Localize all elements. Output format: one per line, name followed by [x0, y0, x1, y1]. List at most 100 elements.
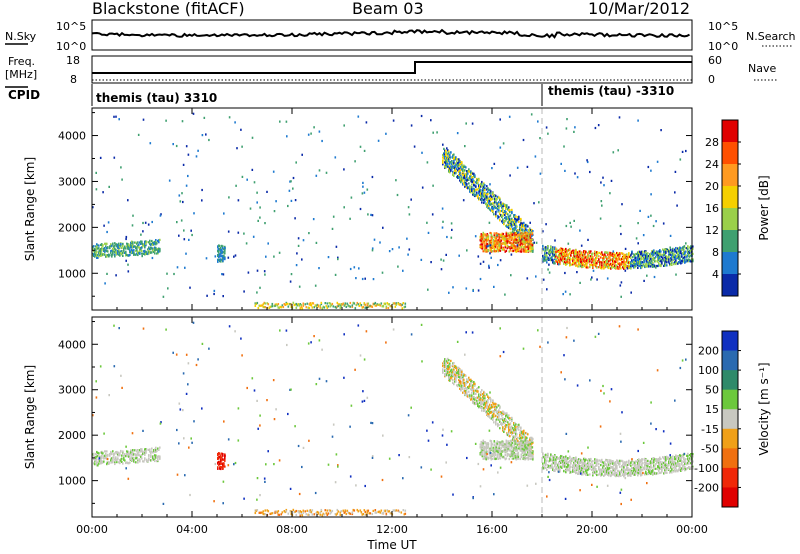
- power-echo: [558, 261, 560, 264]
- power-echo: [606, 263, 608, 266]
- power-echo-sparse: [181, 120, 184, 123]
- power-echo-sparse: [266, 190, 268, 193]
- power-echo-sparse: [315, 174, 318, 177]
- velocity-echo: [285, 510, 288, 513]
- power-echo: [477, 195, 479, 198]
- power-echo-sparse: [350, 196, 353, 199]
- power-echo: [606, 251, 608, 254]
- power-echo-sparse: [427, 231, 430, 234]
- velocity-echo: [487, 404, 489, 407]
- power-echo: [494, 237, 497, 240]
- velocity-echo: [490, 406, 492, 410]
- power-echo: [531, 244, 534, 247]
- power-echo: [502, 209, 504, 212]
- power-echo-sparse: [307, 133, 310, 136]
- power-echo: [589, 266, 591, 269]
- power-echo-sparse: [381, 271, 384, 274]
- power-echo: [96, 253, 98, 256]
- power-echo: [144, 240, 146, 243]
- velocity-echo: [378, 510, 381, 513]
- power-echo-sparse: [142, 221, 144, 225]
- noise-frame: [91, 19, 693, 51]
- power-echo: [674, 255, 676, 259]
- power-echo: [479, 185, 481, 189]
- velocity-echo: [134, 449, 136, 452]
- power-echo: [581, 257, 583, 260]
- power-echo: [224, 257, 226, 260]
- power-echo-sparse: [275, 200, 277, 203]
- power-echo-sparse: [240, 128, 242, 131]
- velocity-echo: [459, 371, 461, 374]
- power-echo-sparse: [407, 206, 410, 209]
- power-echo: [581, 265, 583, 268]
- power-echo: [469, 186, 471, 189]
- power-echo-sparse: [289, 180, 291, 183]
- velocity-echo: [478, 393, 480, 396]
- power-echo: [595, 258, 597, 261]
- power-echo: [505, 242, 508, 245]
- velocity-echo: [102, 460, 104, 464]
- power-echo: [488, 197, 490, 200]
- velocity-echo: [451, 376, 453, 379]
- power-echo: [293, 303, 296, 307]
- velocity-echo: [135, 453, 137, 456]
- power-echo: [482, 194, 484, 197]
- power-echo: [496, 246, 499, 249]
- power-echo-sparse: [397, 265, 399, 268]
- power-echo: [484, 200, 486, 204]
- velocity-echo: [443, 365, 445, 368]
- velocity-echo: [464, 383, 466, 386]
- power-echo-sparse: [371, 247, 374, 250]
- power-echo: [477, 178, 479, 181]
- velocity-echo: [345, 512, 348, 516]
- power-echo: [132, 251, 134, 254]
- velocity-echo: [150, 452, 152, 455]
- velocity-echo: [223, 458, 225, 461]
- power-echo: [501, 215, 503, 219]
- power-echo: [555, 247, 557, 250]
- power-echo: [638, 250, 640, 253]
- power-echo: [155, 239, 157, 242]
- power-echo: [120, 250, 122, 253]
- velocity-echo: [142, 452, 144, 455]
- power-echo: [454, 169, 456, 172]
- power-echo: [221, 248, 223, 252]
- velocity-echo: [142, 460, 144, 463]
- power-echo: [485, 203, 487, 206]
- power-echo: [628, 252, 630, 255]
- power-echo: [511, 220, 513, 223]
- power-echo: [683, 249, 685, 253]
- power-echo: [664, 248, 666, 251]
- power-echo-sparse: [301, 258, 303, 261]
- power-echo: [518, 239, 521, 243]
- power-echo: [126, 245, 128, 248]
- power-echo: [465, 173, 467, 176]
- velocity-echo: [484, 392, 486, 395]
- power-echo: [339, 304, 342, 307]
- power-echo: [494, 243, 497, 246]
- power-echo: [487, 248, 490, 252]
- power-echo-sparse: [314, 284, 317, 287]
- power-echo-sparse: [358, 267, 360, 270]
- velocity-echo: [221, 452, 223, 455]
- power-echo: [605, 264, 607, 267]
- power-echo-sparse: [113, 115, 115, 118]
- velocity-echo: [304, 510, 307, 513]
- power-echo: [508, 220, 510, 223]
- power-echo: [264, 306, 267, 309]
- power-echo: [402, 302, 405, 305]
- power-echo: [572, 259, 574, 263]
- power-echo: [587, 260, 589, 263]
- power-echo: [94, 252, 96, 255]
- power-echo-sparse: [365, 121, 368, 124]
- power-echo: [480, 238, 483, 241]
- power-echo: [685, 250, 687, 253]
- velocity-echo: [146, 460, 148, 463]
- power-echo: [503, 213, 505, 216]
- power-echo-sparse: [610, 179, 613, 182]
- power-echo: [614, 262, 616, 265]
- power-echo: [476, 177, 478, 181]
- power-echo: [673, 253, 675, 256]
- power-echo: [658, 264, 660, 267]
- power-echo: [552, 246, 554, 249]
